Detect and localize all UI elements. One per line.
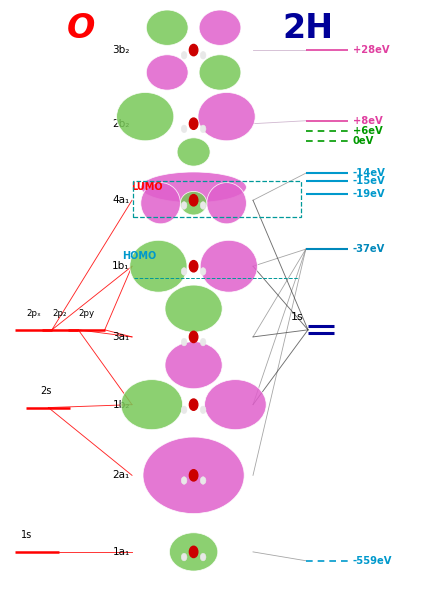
Circle shape [189, 194, 198, 206]
Text: 2py: 2py [78, 309, 95, 318]
Circle shape [200, 51, 206, 59]
Text: -559eV: -559eV [353, 556, 392, 565]
Text: +28eV: +28eV [353, 45, 389, 55]
Circle shape [200, 125, 206, 133]
Text: 0eV: 0eV [353, 136, 374, 145]
Circle shape [181, 338, 187, 346]
Text: 3b₂: 3b₂ [113, 45, 130, 55]
Circle shape [200, 267, 206, 275]
Text: 2b₂: 2b₂ [113, 119, 130, 128]
Text: 3a₁: 3a₁ [113, 332, 130, 342]
Circle shape [189, 469, 198, 481]
Circle shape [189, 118, 198, 130]
Ellipse shape [177, 138, 210, 166]
Text: 1b₂: 1b₂ [113, 400, 130, 409]
Circle shape [181, 477, 187, 484]
Ellipse shape [146, 10, 188, 45]
Ellipse shape [200, 240, 257, 292]
Text: 2pₓ: 2pₓ [26, 309, 41, 318]
Ellipse shape [198, 92, 255, 141]
Text: 2p₂: 2p₂ [53, 309, 67, 318]
Text: -37eV: -37eV [353, 244, 385, 254]
Ellipse shape [130, 240, 187, 292]
Circle shape [181, 125, 187, 133]
Text: 1b₁: 1b₁ [112, 262, 130, 271]
Text: HOMO: HOMO [122, 251, 157, 260]
Circle shape [200, 338, 206, 346]
Circle shape [189, 260, 198, 272]
Ellipse shape [117, 92, 174, 141]
Circle shape [181, 553, 187, 561]
Text: 2s: 2s [40, 386, 52, 396]
Text: -19eV: -19eV [353, 190, 385, 199]
Text: 1a₁: 1a₁ [113, 547, 130, 557]
Ellipse shape [146, 55, 188, 90]
Ellipse shape [207, 183, 246, 224]
Ellipse shape [199, 55, 241, 90]
Text: 2H: 2H [282, 12, 334, 45]
Text: O: O [67, 12, 95, 45]
Ellipse shape [141, 172, 246, 203]
Circle shape [181, 51, 187, 59]
Circle shape [189, 399, 198, 411]
Text: -15eV: -15eV [353, 176, 385, 186]
Text: +6eV: +6eV [353, 127, 383, 136]
Text: 2a₁: 2a₁ [113, 471, 130, 480]
Ellipse shape [199, 10, 241, 45]
Circle shape [200, 201, 206, 209]
Ellipse shape [180, 191, 207, 215]
Ellipse shape [165, 285, 222, 332]
Ellipse shape [169, 532, 218, 571]
Circle shape [181, 201, 187, 209]
Circle shape [200, 553, 206, 561]
Circle shape [181, 406, 187, 413]
Circle shape [200, 477, 206, 484]
Circle shape [200, 406, 206, 413]
Circle shape [189, 546, 198, 558]
Circle shape [181, 267, 187, 275]
Text: -14eV: -14eV [353, 168, 386, 178]
Text: 1s: 1s [21, 530, 32, 540]
Text: +8eV: +8eV [353, 116, 383, 125]
Ellipse shape [121, 380, 183, 430]
Ellipse shape [143, 437, 244, 514]
Text: 1s: 1s [291, 312, 303, 322]
Circle shape [189, 44, 198, 56]
Text: 4a₁: 4a₁ [113, 196, 130, 205]
Ellipse shape [165, 342, 222, 389]
Circle shape [189, 331, 198, 343]
Text: LUMO: LUMO [131, 183, 163, 192]
Ellipse shape [205, 380, 266, 430]
Ellipse shape [141, 183, 180, 224]
